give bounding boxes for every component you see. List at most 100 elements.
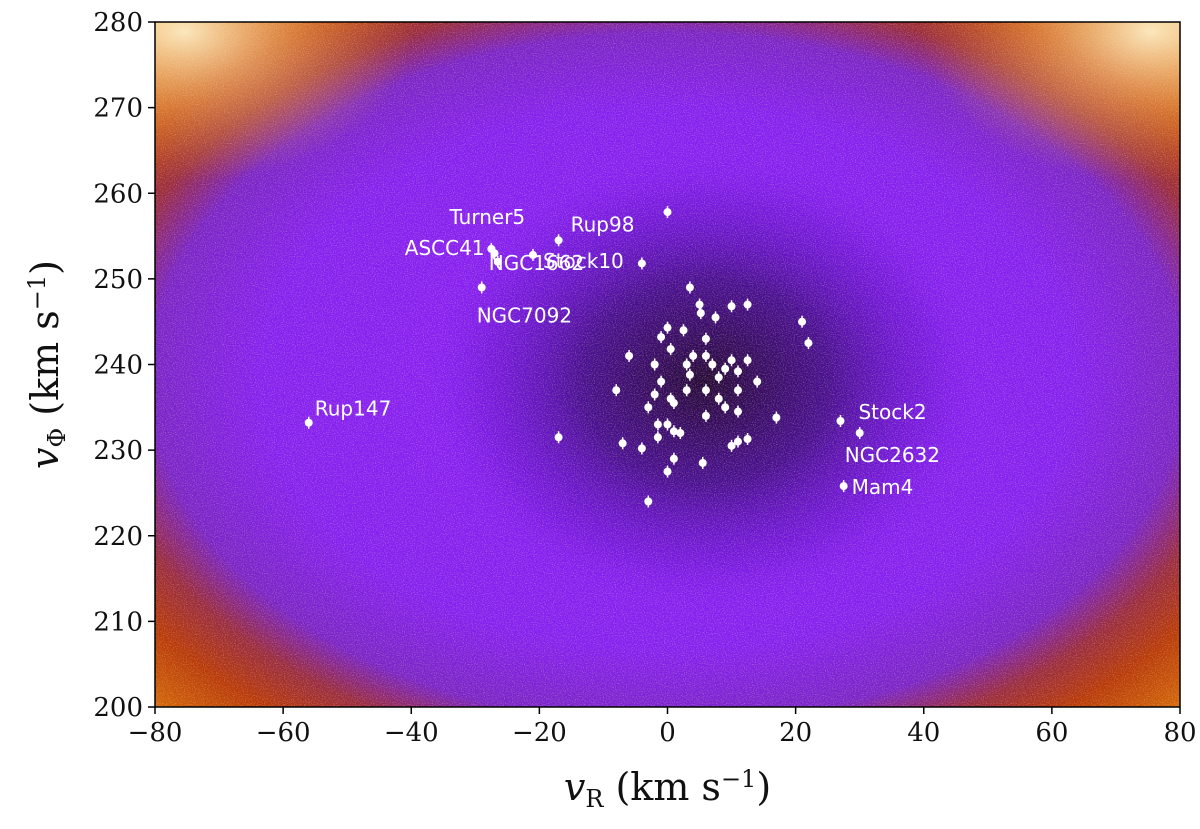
cluster-label-ascc41: ASCC41 <box>405 236 485 260</box>
x-tick-label: 80 <box>1163 718 1196 748</box>
cluster-point <box>650 390 659 399</box>
cluster-point <box>676 429 685 437</box>
cluster-point <box>685 283 694 292</box>
x-axis-label: vR (km s−1) <box>564 765 771 813</box>
y-tick-label: 240 <box>93 351 143 381</box>
cluster-point <box>701 411 710 420</box>
cluster-label-ngc7092: NGC7092 <box>477 303 572 327</box>
cluster-point <box>653 433 662 442</box>
cluster-point-ascc41 <box>490 249 499 258</box>
cluster-point <box>701 351 710 360</box>
cluster-point <box>669 399 678 408</box>
cluster-point <box>733 407 742 416</box>
cluster-point <box>711 313 720 322</box>
cluster-point <box>696 309 705 318</box>
cluster-point <box>743 356 752 365</box>
cluster-point-ngc1662 <box>493 257 502 266</box>
cluster-point <box>733 437 742 446</box>
x-tick-label: −60 <box>256 718 311 748</box>
y-tick-label: 230 <box>93 436 143 466</box>
cluster-points <box>304 206 864 508</box>
cluster-point <box>727 356 736 365</box>
cluster-point <box>682 360 691 369</box>
cluster-point <box>689 351 698 360</box>
cluster-point-stock2 <box>836 417 845 426</box>
cluster-label-ngc2632: NGC2632 <box>845 443 940 467</box>
cluster-point <box>727 302 736 311</box>
cluster-label-turner5: Turner5 <box>449 205 526 229</box>
cluster-point <box>679 326 688 335</box>
cluster-point <box>714 373 723 382</box>
cluster-point <box>666 345 675 354</box>
cluster-point <box>612 386 621 395</box>
x-tick-label: −40 <box>384 718 439 748</box>
cluster-point <box>663 467 672 476</box>
y-tick-label: 280 <box>93 8 143 38</box>
cluster-point <box>743 300 752 309</box>
y-tick-label: 210 <box>93 607 143 637</box>
y-tick-label: 270 <box>93 94 143 124</box>
x-tick-label: 0 <box>659 718 676 748</box>
cluster-point <box>698 458 707 467</box>
cluster-label-rup147: Rup147 <box>315 397 392 421</box>
cluster-point <box>650 360 659 369</box>
cluster-point <box>669 454 678 463</box>
cluster-point <box>733 367 742 376</box>
x-tick-label: 60 <box>1035 718 1068 748</box>
cluster-label-ngc1662: NGC1662 <box>489 251 584 275</box>
y-tick-label: 220 <box>93 522 143 552</box>
cluster-point <box>727 441 736 450</box>
cluster-point <box>644 403 653 412</box>
cluster-point <box>714 394 723 403</box>
cluster-point <box>721 403 730 412</box>
cluster-point <box>685 370 694 379</box>
y-tick-label: 200 <box>93 693 143 723</box>
y-axis-label: vΦ (km s−1) <box>23 260 71 469</box>
cluster-point <box>669 427 678 436</box>
cluster-point <box>753 377 762 386</box>
x-tick-label: 40 <box>907 718 940 748</box>
cluster-point <box>701 386 710 395</box>
x-axis-ticks: −80 −60 −40 −20 0 20 40 60 80 <box>128 707 1197 748</box>
cluster-label-mam4: Mam4 <box>852 475 914 499</box>
cluster-point <box>772 413 781 422</box>
cluster-label-rup98: Rup98 <box>571 212 635 236</box>
cluster-point <box>798 317 807 326</box>
cluster-point <box>653 420 662 429</box>
cluster-point-rup147 <box>304 418 313 427</box>
cluster-label-stock2: Stock2 <box>858 400 926 424</box>
cluster-point <box>663 323 672 332</box>
cluster-point <box>708 360 717 369</box>
cluster-point <box>804 339 813 348</box>
cluster-point-mam4 <box>839 482 848 491</box>
cluster-point <box>733 386 742 395</box>
cluster-point-ngc2632 <box>855 429 864 437</box>
cluster-point <box>637 444 646 453</box>
cluster-point <box>682 386 691 395</box>
cluster-point-stock10 <box>528 250 537 259</box>
cluster-label-stock10: Stock10 <box>543 249 624 273</box>
x-tick-label: 20 <box>779 718 812 748</box>
cluster-point <box>695 300 704 309</box>
cluster-point <box>663 208 672 217</box>
cluster-point <box>663 420 672 429</box>
y-axis-ticks: 200 210 220 230 240 250 260 270 280 <box>93 8 155 723</box>
cluster-point-rup98 <box>554 236 563 245</box>
cluster-point <box>721 364 730 373</box>
cluster-point <box>701 334 710 343</box>
cluster-point <box>657 377 666 386</box>
x-tick-label: −20 <box>512 718 567 748</box>
cluster-point-ngc7092 <box>477 283 486 292</box>
cluster-point <box>657 333 666 342</box>
cluster-point <box>618 439 627 448</box>
y-tick-label: 260 <box>93 179 143 209</box>
cluster-point <box>743 434 752 443</box>
cluster-point <box>637 259 646 268</box>
cluster-point <box>644 497 653 506</box>
x-tick-label: −80 <box>128 718 183 748</box>
y-tick-label: 250 <box>93 265 143 295</box>
cluster-point <box>554 433 563 442</box>
